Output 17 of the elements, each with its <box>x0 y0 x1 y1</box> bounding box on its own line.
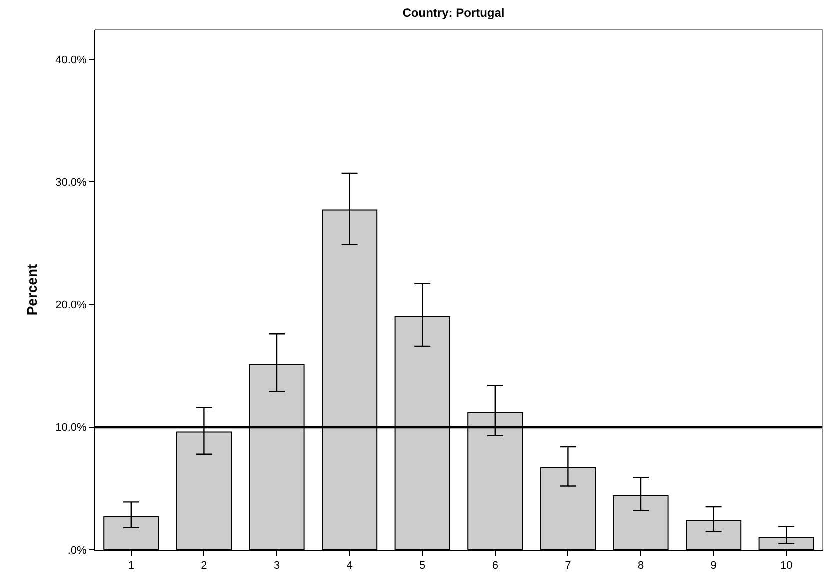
x-tick-label: 10 <box>780 560 793 572</box>
y-tick-label: 40.0% <box>56 54 88 66</box>
x-tick-label: 7 <box>565 560 572 572</box>
x-tick-label: 4 <box>346 560 353 572</box>
chart-title: Country: Portugal <box>402 6 505 20</box>
x-tick-label: 3 <box>274 560 280 572</box>
x-tick-label: 1 <box>128 560 134 572</box>
y-axis-title: Percent <box>24 264 40 316</box>
x-tick-label: 9 <box>710 560 717 572</box>
y-tick-label: 10.0% <box>56 422 88 434</box>
x-tick-label: 2 <box>201 560 208 572</box>
x-tick-label: 8 <box>638 560 644 572</box>
x-tick-label: 5 <box>420 560 426 572</box>
y-tick-label: .0% <box>68 544 88 557</box>
y-tick-label: 30.0% <box>56 176 88 189</box>
x-tick-label: 6 <box>492 560 498 572</box>
y-tick-label: 20.0% <box>56 300 88 312</box>
